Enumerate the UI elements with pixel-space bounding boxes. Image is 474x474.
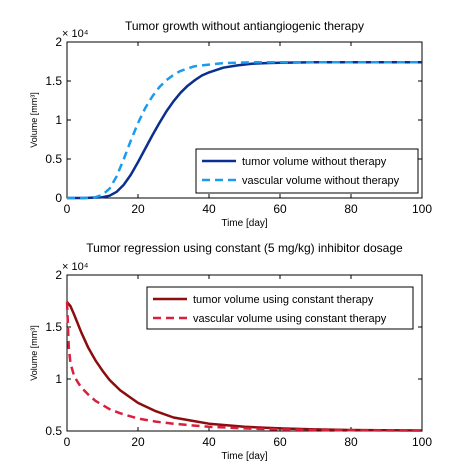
y-tick-label: 1 [55, 372, 62, 386]
legend-box [146, 286, 414, 330]
x-tick-label: 40 [202, 435, 216, 449]
chart-title: Tumor growth without antiangiogenic ther… [125, 19, 364, 33]
x-tick-label: 0 [64, 435, 71, 449]
legend-label: vascular volume using constant therapy [193, 313, 387, 325]
y-tick-label: 0 [55, 191, 62, 205]
chart-title: Tumor regression using constant (5 mg/kg… [86, 241, 403, 255]
x-tick-label: 20 [131, 202, 145, 216]
legend: tumor volume without therapy vascular vol… [195, 148, 419, 194]
x-tick-label: 40 [202, 202, 216, 216]
chart-panel-2: Tumor regression using constant (5 mg/kg… [29, 241, 432, 462]
x-tick-label: 60 [273, 202, 287, 216]
series-group [65, 301, 423, 432]
x-tick-label: 80 [344, 435, 358, 449]
series-line-2 [67, 61, 422, 200]
y-tick-label: 0.5 [45, 424, 62, 438]
legend-box [195, 148, 419, 194]
y-axis: 0.5 1 1.5 2 [45, 268, 422, 438]
y-tick-label: 1.5 [45, 320, 62, 334]
series-line-2 [65, 301, 422, 432]
y-tick-label: 1.5 [45, 74, 62, 88]
legend-label: tumor volume without therapy [242, 156, 387, 168]
x-axis: 0 20 40 60 80 100 [64, 275, 432, 449]
x-tick-label: 0 [64, 202, 71, 216]
x-axis: 0 20 40 60 80 100 [64, 42, 432, 216]
y-axis-exponent: × 10⁴ [62, 261, 89, 273]
x-tick-label: 100 [412, 202, 432, 216]
x-axis-label: Time [day] [221, 451, 268, 462]
y-tick-label: 2 [55, 35, 62, 49]
y-axis-label: Volume [mm³] [29, 325, 39, 381]
x-tick-label: 60 [273, 435, 287, 449]
series-group [67, 61, 422, 200]
y-tick-label: 0.5 [45, 152, 62, 166]
y-tick-label: 2 [55, 268, 62, 282]
legend: tumor volume using constant therapy vascu… [146, 286, 414, 330]
legend-label: tumor volume using constant therapy [193, 294, 374, 306]
plot-frame [66, 274, 423, 432]
y-axis-exponent: × 10⁴ [62, 28, 89, 40]
x-tick-label: 20 [131, 435, 145, 449]
y-tick-label: 1 [55, 113, 62, 127]
series-line-1 [67, 61, 422, 200]
x-tick-label: 100 [412, 435, 432, 449]
y-axis-label: Volume [mm³] [29, 92, 39, 148]
legend-label: vascular volume without therapy [242, 175, 400, 187]
x-axis-label: Time [day] [221, 218, 268, 229]
chart-panel-1: Tumor growth without antiangiogenic ther… [29, 19, 432, 229]
x-tick-label: 80 [344, 202, 358, 216]
